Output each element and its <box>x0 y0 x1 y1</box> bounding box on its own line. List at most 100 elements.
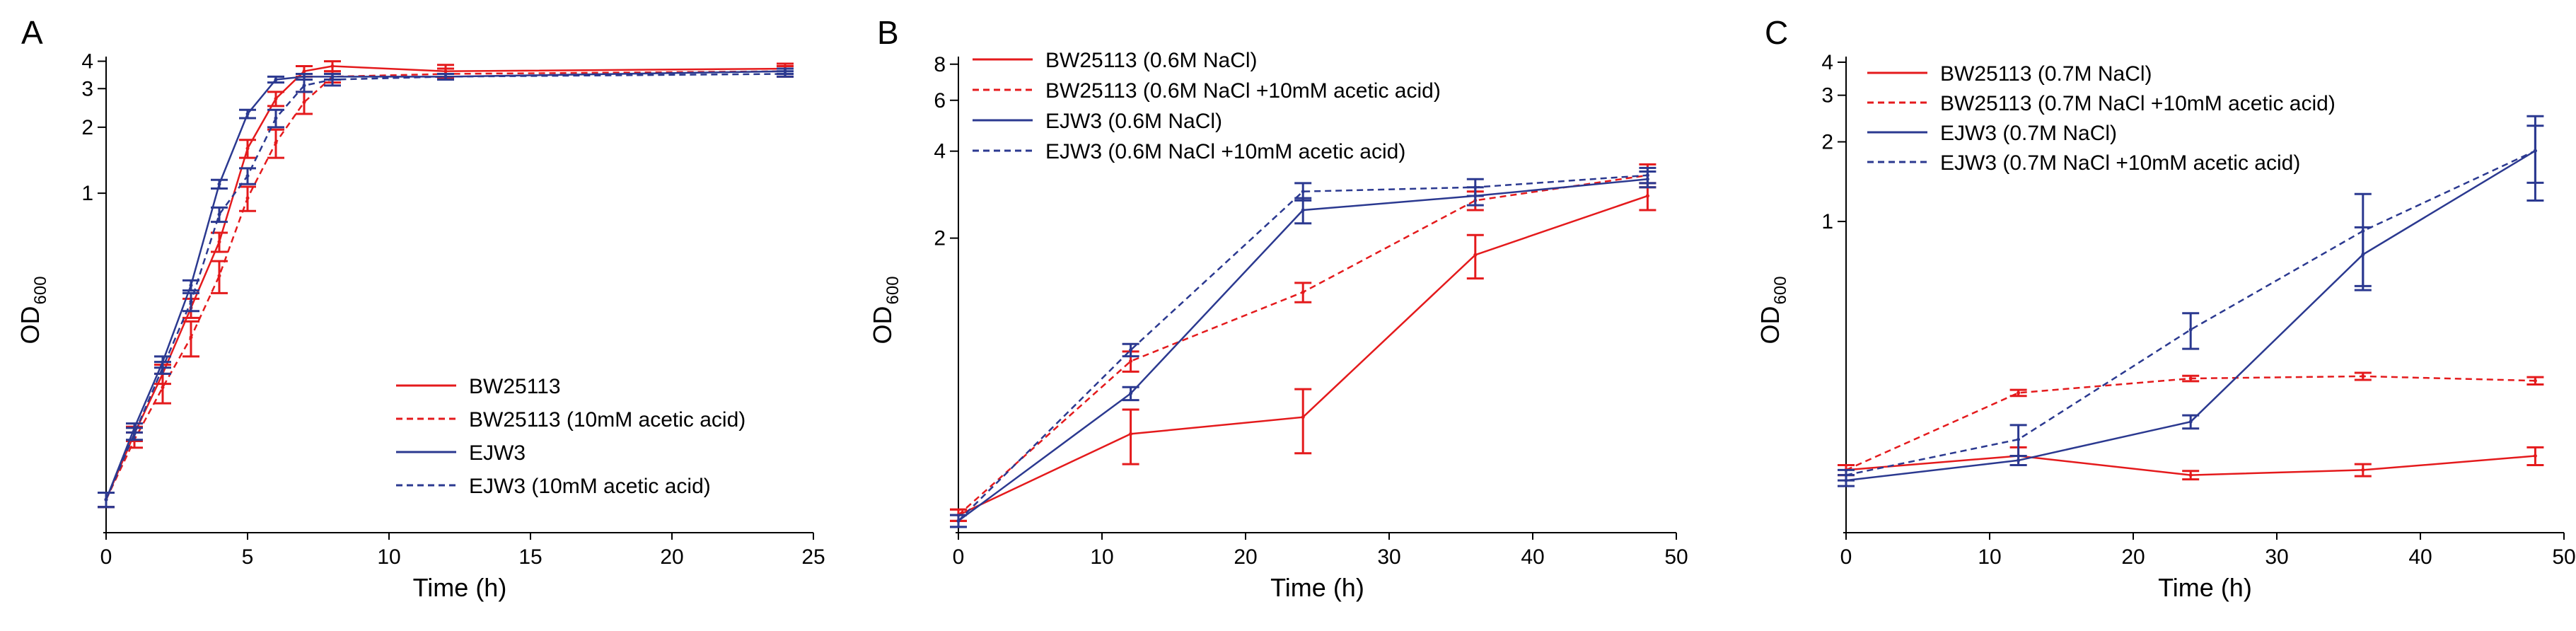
error-bar <box>1639 166 1657 185</box>
error-bar <box>2182 374 2200 383</box>
data-point <box>161 366 165 370</box>
error-bar <box>1466 233 1484 280</box>
y-tick-label: 4 <box>81 50 93 74</box>
series-line <box>958 195 1648 516</box>
data-point <box>2017 437 2021 441</box>
error-bar <box>1122 408 1139 465</box>
error-bar <box>2354 192 2372 287</box>
data-point <box>783 72 787 76</box>
error-bar <box>2182 470 2200 481</box>
legend-label: BW25113 <box>469 375 561 398</box>
data-point <box>1129 432 1133 436</box>
x-tick-label: 40 <box>1521 545 1544 569</box>
x-tick-label: 30 <box>1377 545 1400 569</box>
error-bar <box>154 372 171 405</box>
data-point <box>189 335 193 340</box>
data-point <box>245 174 250 178</box>
data-point <box>1844 473 1848 477</box>
error-bar <box>950 514 967 528</box>
data-point <box>2361 229 2365 233</box>
data-point <box>1473 253 1478 257</box>
error-bar <box>154 361 171 375</box>
error-bar <box>98 492 115 509</box>
x-tick-label: 10 <box>1978 545 2001 569</box>
error-bar <box>211 260 228 294</box>
series-line <box>105 73 786 500</box>
y-tick-label: 4 <box>1821 51 1833 74</box>
data-point <box>1645 194 1649 198</box>
data-point <box>217 240 221 244</box>
x-tick-label: 25 <box>801 545 825 569</box>
legend-label: EJW3 (10mM acetic acid) <box>469 475 711 498</box>
y-tick-label: 6 <box>934 89 946 112</box>
data-point <box>1301 290 1305 294</box>
error-bar <box>126 427 143 441</box>
y-tick-label: 8 <box>934 53 946 76</box>
error-bar <box>211 178 228 190</box>
error-bar <box>2009 388 2027 398</box>
legend-label: BW25113 (0.7M NaCl) <box>1940 62 2152 86</box>
error-bar <box>1294 388 1312 455</box>
y-tick-label: 2 <box>81 116 93 139</box>
error-bar <box>296 91 313 115</box>
panel-letter: A <box>21 14 43 51</box>
data-point <box>2017 458 2021 463</box>
data-point <box>132 432 137 436</box>
error-bar <box>296 78 313 93</box>
error-bar <box>2182 312 2200 350</box>
legend-label: EJW3 (0.7M NaCl +10mM acetic acid) <box>1940 151 2300 175</box>
x-tick-label: 30 <box>2265 545 2288 569</box>
error-bar <box>211 231 228 253</box>
x-tick-label: 0 <box>100 545 112 569</box>
error-bar <box>267 91 284 108</box>
error-bar <box>1838 468 1855 482</box>
data-point <box>2533 453 2537 458</box>
data-point <box>2188 473 2193 477</box>
data-point <box>302 69 306 74</box>
error-bar <box>239 167 256 185</box>
data-point <box>274 96 278 100</box>
y-axis-title-sub: 600 <box>31 276 50 304</box>
error-bar <box>182 279 199 292</box>
data-point <box>1129 348 1133 352</box>
legend-label: EJW3 (0.7M NaCl) <box>1940 122 2117 145</box>
error-bar <box>267 108 284 129</box>
panel-a: A 0 5 10 15 20 25 1 2 3 4 Time (h) OD 600 BW25113 BW251… <box>16 14 825 602</box>
data-point <box>302 74 306 79</box>
error-bar <box>1122 386 1139 402</box>
legend-label: EJW3 <box>469 441 526 465</box>
error-bar <box>239 139 256 159</box>
error-bar <box>437 73 454 81</box>
legend-label: BW25113 (0.6M NaCl) <box>1045 49 1258 72</box>
y-axis-title-sub: 600 <box>883 276 903 304</box>
series-4 <box>98 70 794 509</box>
data-point <box>1129 359 1133 364</box>
x-tick-label: 10 <box>1090 545 1113 569</box>
legend-label: BW25113 (10mM acetic acid) <box>469 408 745 432</box>
data-point <box>1301 190 1305 194</box>
data-point <box>956 519 961 523</box>
data-point <box>104 497 108 502</box>
error-bar <box>1294 282 1312 303</box>
error-bar <box>2354 463 2372 477</box>
legend-label: EJW3 (0.6M NaCl) <box>1045 110 1222 133</box>
y-axis-title-main: OD <box>16 306 45 345</box>
x-tick-label: 50 <box>2552 545 2575 569</box>
data-point <box>2188 419 2193 424</box>
error-bar <box>182 320 199 358</box>
error-bar <box>777 70 794 78</box>
error-bar <box>324 73 341 87</box>
x-tick-label: 20 <box>660 545 683 569</box>
x-tick-label: 0 <box>953 545 965 569</box>
error-bar <box>2182 414 2200 430</box>
error-bar <box>2526 125 2544 184</box>
y-tick-label: 4 <box>934 140 946 163</box>
series-3 <box>98 67 794 509</box>
data-point <box>274 141 278 145</box>
y-tick-label: 1 <box>1821 210 1833 233</box>
